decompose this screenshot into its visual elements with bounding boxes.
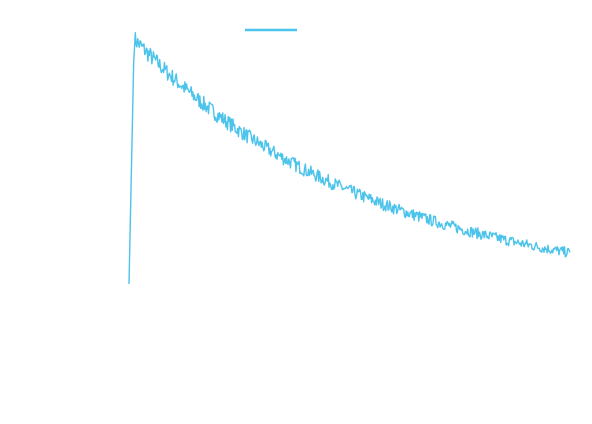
plot-area bbox=[128, 32, 571, 285]
series-line bbox=[128, 32, 571, 285]
